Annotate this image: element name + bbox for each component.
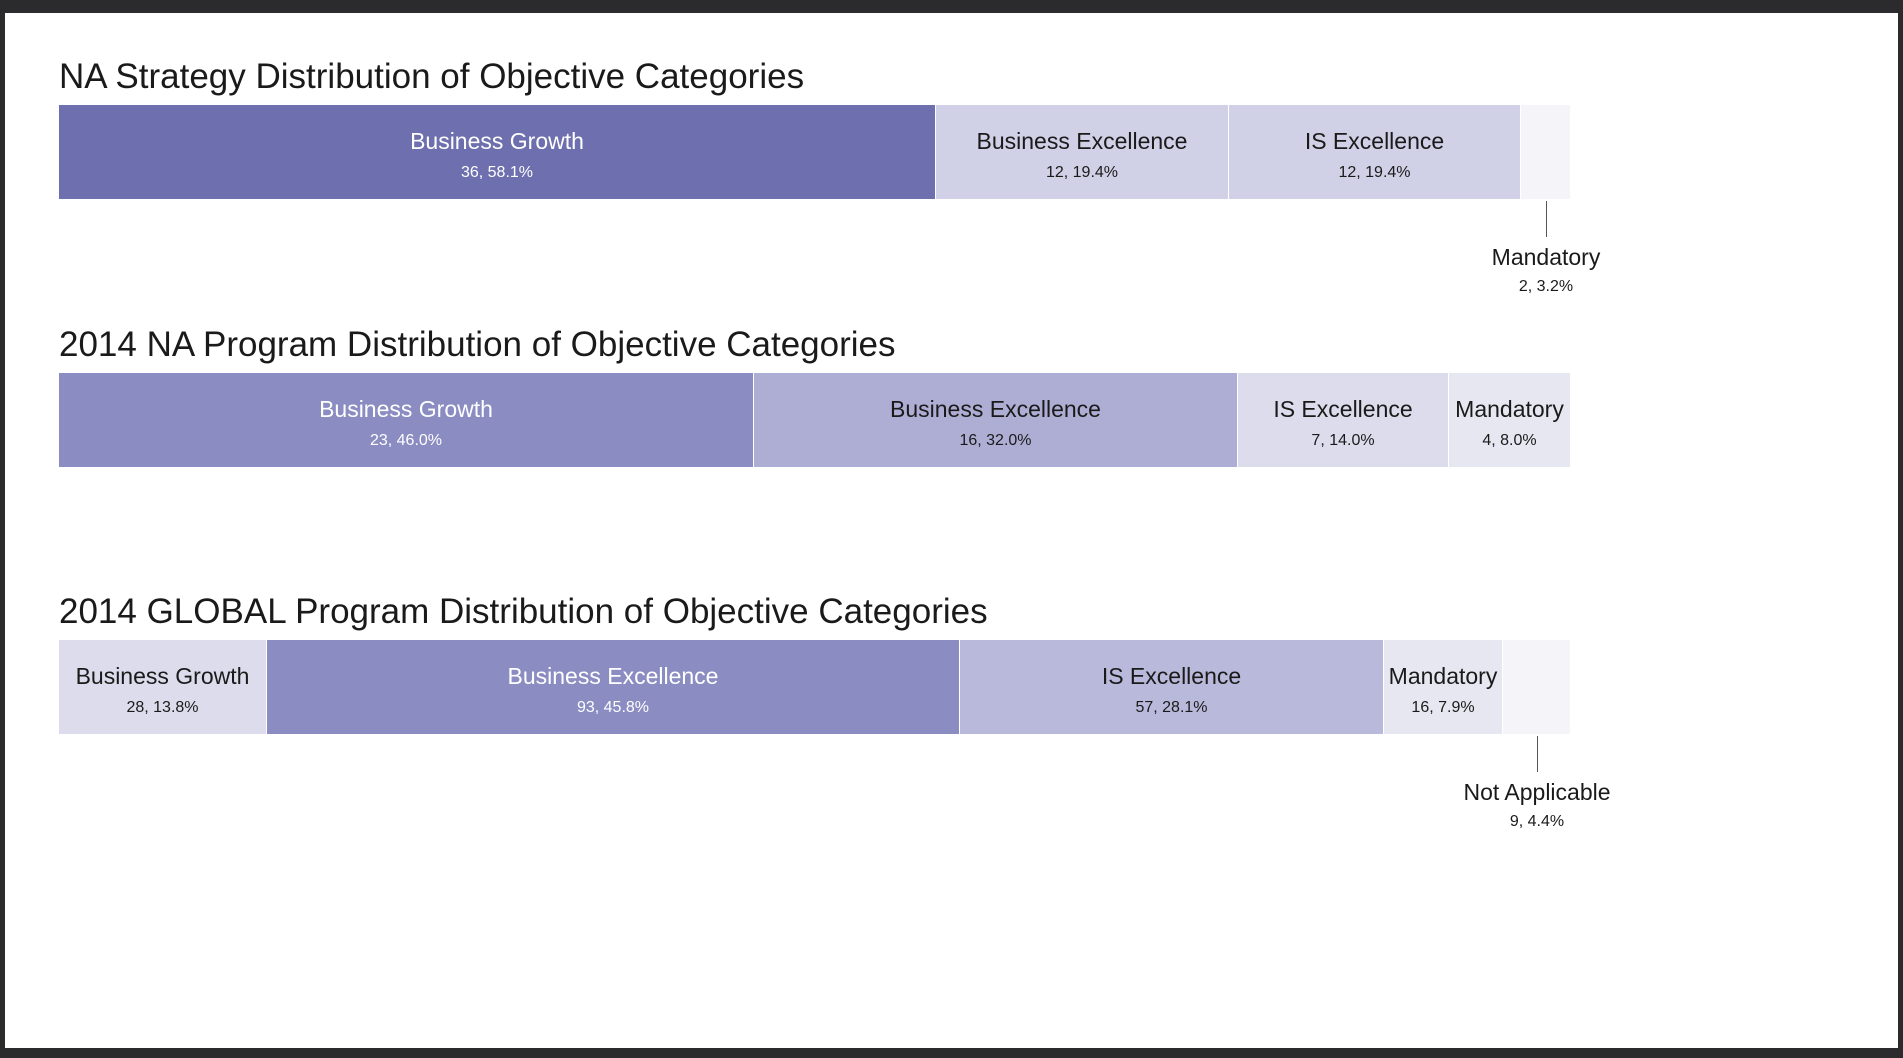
segment-value: 28, 13.8% bbox=[126, 699, 199, 716]
bar-segment-not-applicable bbox=[1503, 640, 1570, 734]
segment-name: Business Excellence bbox=[890, 396, 1101, 422]
segment-value: 7, 14.0% bbox=[1311, 432, 1375, 449]
bar-segment-business-growth: Business Growth 28, 13.8% bbox=[59, 640, 267, 734]
callout-leader-line bbox=[1546, 201, 1547, 237]
segment-value: 2, 3.2% bbox=[1518, 278, 1574, 295]
segment-name: Business Growth bbox=[75, 663, 250, 689]
segment-name: Not Applicable bbox=[1463, 779, 1611, 805]
chart-title: 2014 GLOBAL Program Distribution of Obje… bbox=[59, 592, 988, 631]
bar-segment-business-growth: Business Growth 23, 46.0% bbox=[59, 373, 754, 467]
segment-value: 4, 8.0% bbox=[1482, 432, 1537, 449]
segment-name: Business Excellence bbox=[507, 663, 719, 689]
stacked-bar: Business Growth 36, 58.1% Business Excelle… bbox=[59, 105, 1570, 199]
segment-value: 36, 58.1% bbox=[460, 164, 534, 181]
segment-name: Mandatory bbox=[1491, 244, 1601, 270]
slide-canvas: NA Strategy Distribution of Objective Ca… bbox=[5, 13, 1898, 1048]
bar-segment-business-excellence: Business Excellence 93, 45.8% bbox=[267, 640, 960, 734]
bar-segment-is-excellence: IS Excellence 12, 19.4% bbox=[1229, 105, 1521, 199]
bar-segment-mandatory: Mandatory 4, 8.0% bbox=[1449, 373, 1570, 467]
segment-name: Business Growth bbox=[319, 396, 493, 422]
bar-segment-mandatory: Mandatory 16, 7.9% bbox=[1384, 640, 1503, 734]
chart-title: NA Strategy Distribution of Objective Ca… bbox=[59, 57, 805, 96]
bar-segment-business-excellence: Business Excellence 16, 32.0% bbox=[754, 373, 1238, 467]
callout-leader-line bbox=[1537, 736, 1538, 772]
stacked-bar: Business Growth 23, 46.0% Business Excelle… bbox=[59, 373, 1570, 467]
segment-value: 16, 7.9% bbox=[1411, 699, 1475, 716]
segment-name: Business Excellence bbox=[976, 128, 1188, 154]
segment-value: 12, 19.4% bbox=[1338, 164, 1411, 181]
segment-name: Mandatory bbox=[1455, 396, 1564, 422]
segment-value: 12, 19.4% bbox=[1045, 164, 1119, 181]
bar-segment-business-growth: Business Growth 36, 58.1% bbox=[59, 105, 936, 199]
bar-segment-business-excellence: Business Excellence 12, 19.4% bbox=[936, 105, 1229, 199]
segment-name: IS Excellence bbox=[1304, 128, 1445, 154]
segment-name: Business Growth bbox=[410, 128, 584, 154]
callout-label-mandatory: Mandatory 2, 3.2% bbox=[1492, 243, 1601, 297]
bar-segment-mandatory bbox=[1521, 105, 1570, 199]
segment-value: 23, 46.0% bbox=[369, 432, 443, 449]
callout-label-not-applicable: Not Applicable 9, 4.4% bbox=[1463, 778, 1610, 832]
segment-name: IS Excellence bbox=[1273, 396, 1413, 422]
segment-value: 57, 28.1% bbox=[1135, 699, 1208, 716]
chart-title: 2014 NA Program Distribution of Objectiv… bbox=[59, 325, 896, 364]
segment-name: IS Excellence bbox=[1101, 663, 1242, 689]
segment-value: 93, 45.8% bbox=[576, 699, 650, 716]
stacked-bar: Business Growth 28, 13.8% Business Excelle… bbox=[59, 640, 1570, 734]
segment-name: Mandatory bbox=[1388, 663, 1498, 689]
bar-segment-is-excellence: IS Excellence 7, 14.0% bbox=[1238, 373, 1449, 467]
segment-value: 9, 4.4% bbox=[1509, 813, 1565, 830]
bar-segment-is-excellence: IS Excellence 57, 28.1% bbox=[960, 640, 1384, 734]
segment-value: 16, 32.0% bbox=[959, 432, 1032, 449]
